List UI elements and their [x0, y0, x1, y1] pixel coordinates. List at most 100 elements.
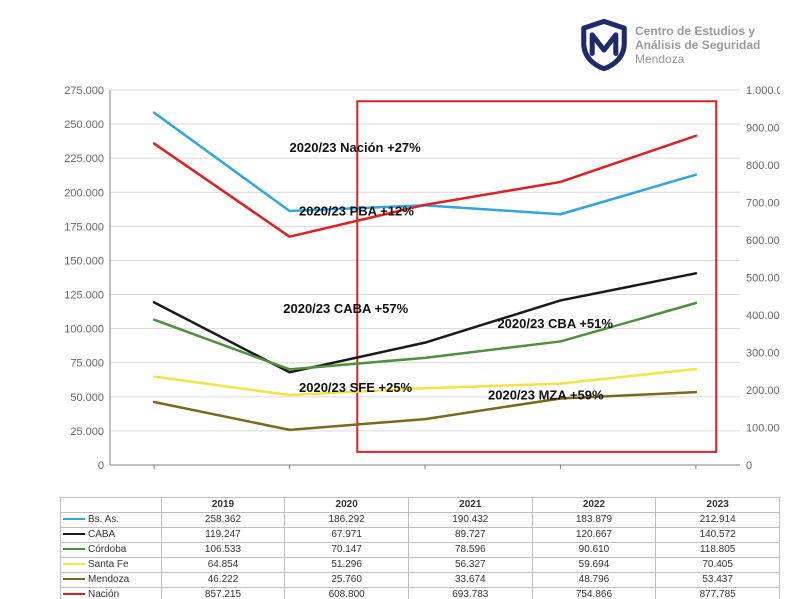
table-cell: 190.432 [408, 513, 532, 528]
table-header-blank [61, 498, 162, 513]
y-right-tick-label: 1.000.000 [746, 85, 780, 97]
table-cell: 90.610 [532, 543, 656, 558]
data-table-wrapper: 20192020202120222023Bs. As.258.362186.29… [60, 497, 780, 599]
table-header-year: 2019 [161, 498, 285, 513]
shield-m-logo-icon [577, 18, 631, 72]
series-label: Santa Fe [88, 559, 129, 570]
line-chart: 0 25.000 50.000 75.000 100.000 125.000 150.000… [60, 85, 780, 485]
series-label-cell: CABA [61, 528, 162, 543]
table-cell: 46.222 [161, 573, 285, 588]
y-right-tick-label: 700.000 [746, 198, 780, 210]
brand-line1: Centro de Estudios y [635, 24, 755, 38]
series-label-cell: Santa Fe [61, 558, 162, 573]
table-cell: 70.405 [656, 558, 780, 573]
table-header-year: 2023 [656, 498, 780, 513]
table-header-year: 2022 [532, 498, 656, 513]
table-cell: 119.247 [161, 528, 285, 543]
table-cell: 33.674 [408, 573, 532, 588]
table-cell: 608.800 [285, 588, 409, 599]
y-right-tick-label: 400.000 [746, 310, 780, 322]
series-label: Bs. As. [88, 514, 119, 525]
table-row: Nación 857.215608.800693.783754.866877.78… [61, 588, 780, 599]
series-swatch-icon [63, 593, 85, 595]
table-cell: 56.327 [408, 558, 532, 573]
y-right-tick-label: 900.000 [746, 123, 780, 135]
series-swatch-icon [63, 548, 85, 550]
series-swatch-icon [63, 518, 85, 520]
chart-annotation: 2020/23 PBA +12% [299, 204, 414, 219]
y-left-tick-label: 250.000 [64, 119, 104, 131]
table-cell: 53.437 [656, 573, 780, 588]
table-cell: 183.879 [532, 513, 656, 528]
series-label: Mendoza [88, 574, 129, 585]
table-cell: 120.667 [532, 528, 656, 543]
y-left-tick-label: 275.000 [64, 85, 104, 97]
brand-line3: Mendoza [635, 52, 684, 66]
chart-annotation: 2020/23 CBA +51% [497, 316, 613, 331]
series-label: CABA [88, 529, 115, 540]
table-cell: 51.296 [285, 558, 409, 573]
table-cell: 754.866 [532, 588, 656, 599]
y-right-tick-label: 200.000 [746, 385, 780, 397]
table-cell: 25.760 [285, 573, 409, 588]
y-left-tick-label: 125.000 [64, 290, 104, 302]
y-left-tick-label: 75.000 [70, 358, 104, 370]
table-cell: 67.971 [285, 528, 409, 543]
y-right-tick-label: 500.000 [746, 273, 780, 285]
table-header-year: 2020 [285, 498, 409, 513]
y-left-tick-label: 100.000 [64, 324, 104, 336]
series-swatch-icon [63, 578, 85, 580]
series-label-cell: Nación [61, 588, 162, 599]
series-label-cell: Córdoba [61, 543, 162, 558]
table-cell: 78.596 [408, 543, 532, 558]
table-row: Bs. As. 258.362186.292190.432183.879212.9… [61, 513, 780, 528]
y-left-tick-label: 25.000 [70, 426, 104, 438]
data-table: 20192020202120222023Bs. As.258.362186.29… [60, 497, 780, 599]
y-right-tick-label: 100.000 [746, 423, 780, 435]
brand-logo-block: Centro de Estudios y Análisis de Segurid… [577, 18, 807, 78]
table-cell: 258.362 [161, 513, 285, 528]
table-row: Córdoba 106.53370.14778.59690.610118.805 [61, 543, 780, 558]
y-left-tick-label: 50.000 [70, 392, 104, 404]
chart-annotation: 2020/23 CABA +57% [283, 301, 408, 316]
table-cell: 59.694 [532, 558, 656, 573]
table-header-year: 2021 [408, 498, 532, 513]
table-cell: 186.292 [285, 513, 409, 528]
y-right-tick-label: 300.000 [746, 348, 780, 360]
table-row: CABA 119.24767.97189.727120.667140.572 [61, 528, 780, 543]
brand-line2: Análisis de Seguridad [635, 38, 760, 52]
brand-text: Centro de Estudios y Análisis de Segurid… [635, 24, 760, 66]
table-row: Santa Fe 64.85451.29656.32759.69470.405 [61, 558, 780, 573]
y-right-tick-label: 600.000 [746, 235, 780, 247]
series-label: Nación [88, 589, 119, 599]
table-cell: 857.215 [161, 588, 285, 599]
table-row: Mendoza 46.22225.76033.67448.79653.437 [61, 573, 780, 588]
table-cell: 212.914 [656, 513, 780, 528]
table-cell: 70.147 [285, 543, 409, 558]
series-label-cell: Bs. As. [61, 513, 162, 528]
table-cell: 693.783 [408, 588, 532, 599]
table-cell: 89.727 [408, 528, 532, 543]
y-right-tick-label: 0 [746, 460, 752, 472]
table-header-row: 20192020202120222023 [61, 498, 780, 513]
table-cell: 48.796 [532, 573, 656, 588]
series-swatch-icon [63, 533, 85, 535]
y-left-tick-label: 200.000 [64, 187, 104, 199]
y-left-tick-label: 150.000 [64, 255, 104, 267]
table-cell: 140.572 [656, 528, 780, 543]
series-swatch-icon [63, 563, 85, 565]
series-label: Córdoba [88, 544, 126, 555]
table-cell: 877.785 [656, 588, 780, 599]
y-left-tick-label: 225.000 [64, 153, 104, 165]
table-cell: 118.805 [656, 543, 780, 558]
chart-svg: 0 25.000 50.000 75.000 100.000 125.000 150.000… [60, 85, 780, 485]
series-label-cell: Mendoza [61, 573, 162, 588]
y-right-tick-label: 800.000 [746, 160, 780, 172]
chart-annotation: 2020/23 MZA +59% [488, 387, 604, 402]
y-left-tick-label: 175.000 [64, 221, 104, 233]
table-cell: 64.854 [161, 558, 285, 573]
table-cell: 106.533 [161, 543, 285, 558]
y-left-tick-label: 0 [98, 460, 104, 472]
chart-annotation: 2020/23 Nación +27% [290, 140, 422, 155]
chart-annotation: 2020/23 SFE +25% [299, 380, 413, 395]
